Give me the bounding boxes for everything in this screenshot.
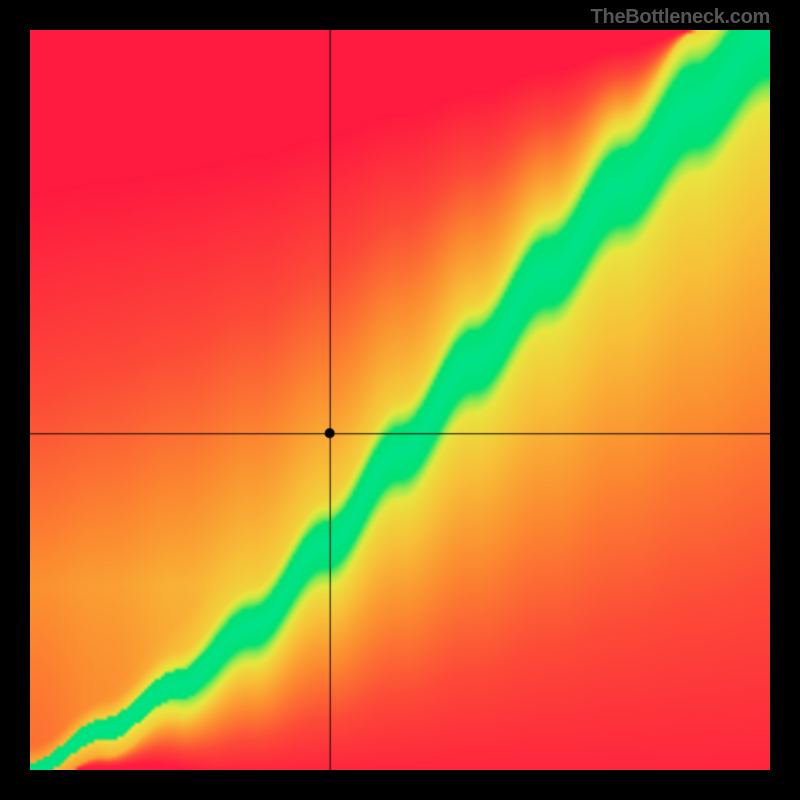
plot-frame bbox=[0, 0, 800, 800]
watermark-text: TheBottleneck.com bbox=[591, 6, 770, 29]
bottleneck-heatmap bbox=[30, 30, 770, 770]
heatmap-container bbox=[30, 30, 770, 770]
